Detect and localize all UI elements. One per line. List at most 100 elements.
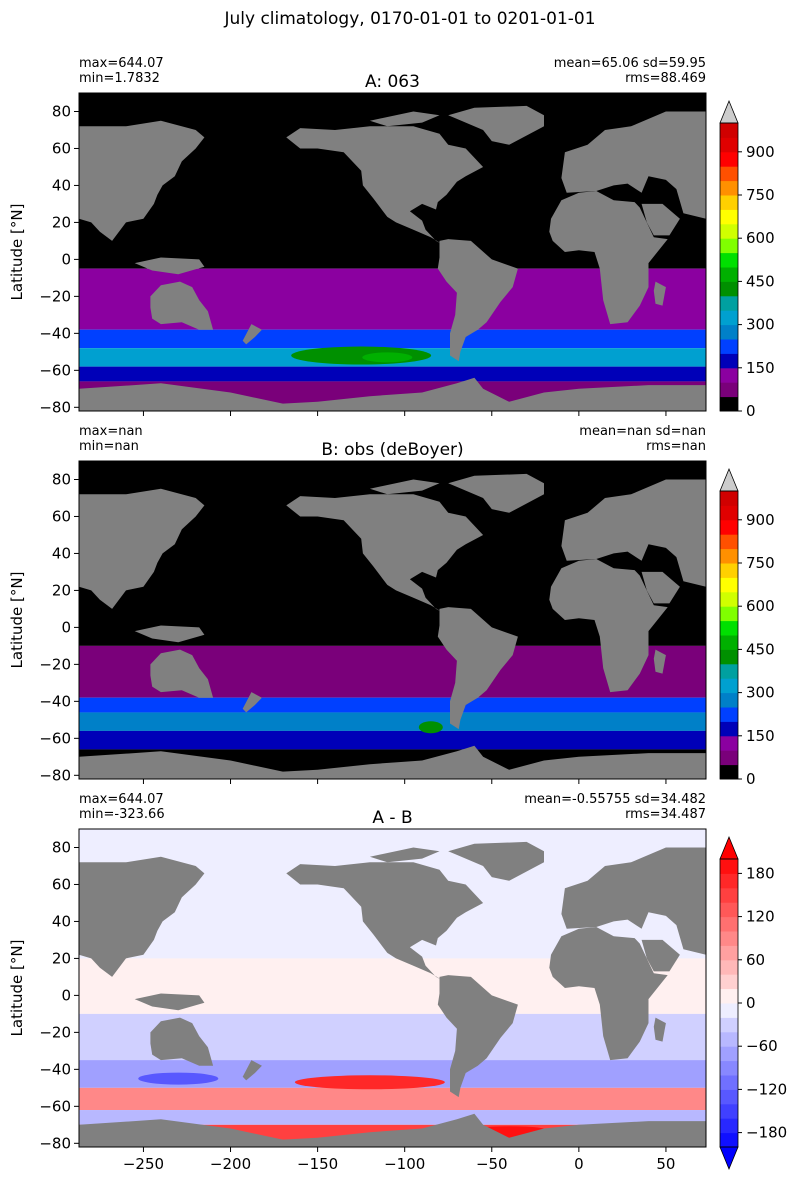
colorbar-swatch: [720, 1132, 738, 1148]
x-tick-label: −100: [384, 1155, 425, 1173]
colorbar-swatch: [720, 353, 738, 369]
land-mass: [79, 488, 205, 609]
colorbar-swatch: [720, 367, 738, 383]
field-band: [79, 730, 706, 750]
colorbar-swatch: [720, 137, 738, 153]
colorbar-swatch: [720, 310, 738, 326]
land-mass: [369, 847, 440, 863]
colorbar-swatch: [720, 1075, 738, 1090]
field-band: [79, 366, 706, 382]
colorbar-swatch: [720, 195, 738, 210]
axes-frame: [78, 828, 707, 1148]
land-mass: [150, 1017, 214, 1066]
y-tick-label: 80: [52, 838, 71, 856]
colorbar-swatch: [720, 505, 738, 521]
colorbar-swatch: [720, 238, 738, 254]
colorbar-swatch: [720, 180, 738, 196]
stat-max: max=644.07: [79, 792, 164, 807]
x-tick-label: −250: [123, 1155, 164, 1173]
colorbar-tick-label: 750: [746, 186, 775, 204]
land-mass: [437, 239, 518, 362]
colorbar-swatch: [720, 974, 738, 990]
colorbar-swatch: [720, 151, 738, 167]
stat-mean-sd: mean=65.06 sd=59.95: [554, 56, 706, 71]
colorbar-swatch: [720, 267, 738, 282]
land-mass: [549, 927, 668, 1061]
colorbar-swatch: [720, 635, 738, 650]
colorbar-swatch: [720, 707, 738, 722]
colorbar-swatch: [720, 620, 738, 636]
y-axis-label: Latitude [°N]: [8, 940, 26, 1037]
land-mass: [79, 856, 205, 977]
colorbar-swatch: [720, 591, 738, 607]
colorbar-tick-label: 0: [746, 994, 756, 1012]
axes-frame: [78, 460, 707, 780]
colorbar-frame: [719, 490, 739, 780]
land-mass: [653, 1017, 666, 1042]
colorbar-swatch: [720, 534, 738, 550]
land-mass: [448, 841, 544, 881]
colorbar-tick-label: 150: [746, 727, 775, 745]
land-mass: [641, 203, 680, 236]
panel-title: A - B: [372, 808, 412, 828]
colorbar-tick-label: −180: [746, 1124, 787, 1142]
land-mass: [561, 479, 706, 587]
map-field: [79, 93, 706, 411]
figure-suptitle: July climatology, 0170-01-01 to 0201-01-…: [223, 9, 595, 29]
land-mass: [561, 847, 706, 955]
colorbar-extend-min: [719, 1146, 739, 1171]
colorbar-swatch: [720, 916, 738, 932]
colorbar-swatch: [720, 548, 738, 564]
colorbar-tick-label: 60: [746, 951, 765, 969]
colorbar-swatch: [720, 324, 738, 340]
colorbar: 0 150 300 450 600 750 900: [719, 467, 775, 788]
colorbar-swatch: [720, 577, 738, 593]
colorbar-swatch: [720, 750, 738, 766]
stat-min: min=nan: [79, 439, 139, 454]
x-tick-label: −150: [297, 1155, 338, 1173]
colorbar-swatch: [720, 1046, 738, 1062]
colorbar-swatch: [720, 1003, 738, 1018]
colorbar-tick-label: 600: [746, 597, 775, 615]
y-tick-label: −60: [39, 729, 71, 747]
colorbar-swatch: [720, 959, 738, 975]
y-tick-label: −20: [39, 655, 71, 673]
stat-rms: rms=nan: [646, 439, 706, 454]
land-mass: [79, 120, 205, 241]
land-mass: [242, 692, 262, 713]
land-mass: [134, 257, 205, 275]
colorbar-swatch: [720, 563, 738, 578]
colorbar-tick-label: 0: [746, 402, 756, 420]
colorbar-swatch: [720, 649, 738, 665]
colorbar-tick-label: −60: [746, 1037, 778, 1055]
stat-rms: rms=34.487: [625, 807, 706, 822]
colorbar-swatch: [720, 209, 738, 225]
land-mass: [150, 281, 214, 330]
field-band: [79, 329, 706, 349]
y-axis-label: Latitude [°N]: [8, 572, 26, 669]
colorbar-swatch: [720, 988, 738, 1004]
land-mass: [134, 625, 205, 643]
colorbar-swatch: [720, 1017, 738, 1033]
colorbar-swatch: [720, 295, 738, 311]
land-mass: [549, 559, 668, 693]
colorbar-swatch: [720, 735, 738, 751]
land-mass: [437, 607, 518, 730]
y-tick-label: 80: [52, 102, 71, 120]
colorbar-swatch: [720, 859, 738, 874]
field-feature: [138, 1072, 219, 1085]
land-mass: [369, 479, 440, 495]
axes-frame: [78, 92, 707, 412]
colorbar-tick-label: 900: [746, 143, 775, 161]
stat-mean-sd: mean=-0.55755 sd=34.482: [524, 792, 706, 807]
y-axis-label: Latitude [°N]: [8, 204, 26, 301]
land-mass: [641, 571, 680, 604]
y-tick-label: 20: [52, 949, 71, 967]
colorbar: 0 150 300 450 600 750 900: [719, 99, 775, 420]
colorbar-swatch: [720, 887, 738, 903]
colorbar-swatch: [720, 1103, 738, 1119]
field-band: [79, 1087, 706, 1111]
x-tick-label: −50: [476, 1155, 508, 1173]
